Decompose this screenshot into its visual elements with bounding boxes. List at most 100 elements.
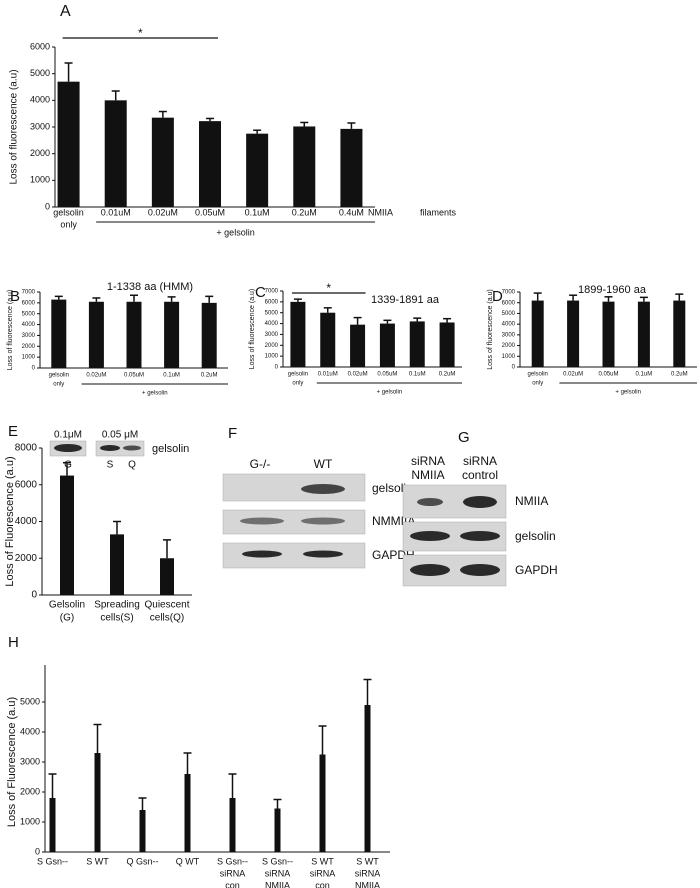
y-tick-label: 4000 xyxy=(30,95,50,105)
x-tick-label: Q WT xyxy=(176,856,200,866)
y-tick-label: 1000 xyxy=(20,816,40,826)
bar xyxy=(319,754,326,852)
bar xyxy=(49,798,56,852)
y-tick-label: 4000 xyxy=(15,516,38,527)
y-tick-label: 1000 xyxy=(502,354,516,360)
bar xyxy=(439,322,455,367)
y-tick-label: 3000 xyxy=(265,332,279,338)
x-tick-label: gelsolin xyxy=(53,207,84,217)
y-axis-label: Loss of fluorescence (a.u) xyxy=(249,289,256,370)
note: filaments xyxy=(420,207,457,217)
concentration: 0.1μM xyxy=(54,430,82,441)
note: NMIIA xyxy=(368,207,393,217)
bar xyxy=(246,133,269,207)
x-tick-label: Gelsolin xyxy=(49,600,85,611)
y-tick-label: 4000 xyxy=(22,322,36,328)
y-tick-label: 0 xyxy=(31,590,37,601)
panel-label: G xyxy=(458,429,470,446)
row-label: NMIIA xyxy=(515,494,548,508)
band xyxy=(417,498,443,506)
band xyxy=(460,531,500,541)
y-tick-label: 4000 xyxy=(502,322,516,328)
x-tick-label: S WT xyxy=(311,856,334,866)
bar xyxy=(164,301,180,368)
band xyxy=(123,445,141,451)
y-tick-label: 5000 xyxy=(22,311,36,317)
x-tick-label: 0.1uM xyxy=(409,372,426,378)
x-tick-label: 0.1uM xyxy=(636,372,653,378)
band xyxy=(240,517,284,525)
x-tick-label: only xyxy=(292,381,303,387)
y-tick-label: 6000 xyxy=(265,299,279,305)
x-tick-label: Quiescent xyxy=(144,600,189,611)
band xyxy=(410,564,450,576)
concentration: 0.05 μM xyxy=(102,430,138,441)
bar xyxy=(637,301,650,367)
y-tick-label: 0 xyxy=(512,365,516,371)
y-tick-label: 3000 xyxy=(20,756,40,766)
x-tick-label: S WT xyxy=(86,856,109,866)
group-label: + gelsolin xyxy=(216,227,254,237)
y-tick-label: 0 xyxy=(32,366,36,372)
blot-g: G siRNA NMIIA siRNA control NMIIA gelsol… xyxy=(402,429,558,587)
lane-label: NMIIA xyxy=(411,468,444,482)
bar xyxy=(229,798,236,852)
band xyxy=(303,550,343,558)
bar xyxy=(201,302,217,368)
y-tick-label: 8000 xyxy=(15,443,38,454)
y-tick-label: 6000 xyxy=(502,300,516,306)
protein-label: gelsolin xyxy=(152,443,189,455)
y-tick-label: 7000 xyxy=(22,290,36,296)
y-tick-label: 2000 xyxy=(22,344,36,350)
y-tick-label: 4000 xyxy=(265,321,279,327)
x-tick-label: (G) xyxy=(60,613,74,624)
group-label: + gelsolin xyxy=(142,391,168,397)
y-tick-label: 0 xyxy=(35,846,40,856)
x-tick-label: 0.2uM xyxy=(439,372,456,378)
band xyxy=(301,517,345,525)
bar xyxy=(290,301,306,367)
x-tick-label: 0.4uM xyxy=(339,207,364,217)
band xyxy=(100,445,120,451)
y-axis-label: Loss of Fluorescence (a.u) xyxy=(4,456,16,586)
y-tick-label: 0 xyxy=(275,365,279,371)
significance-marker: * xyxy=(138,26,143,40)
y-tick-label: 6000 xyxy=(22,300,36,306)
panel-label: B xyxy=(10,288,20,305)
bar xyxy=(673,300,686,367)
blot-f: F G-/- WT gelsolin NMMIIA GAPDH xyxy=(222,425,415,569)
x-tick-label: siRNA xyxy=(310,868,336,878)
bar xyxy=(184,774,191,852)
lane-label: control xyxy=(462,468,498,482)
x-tick-label: only xyxy=(53,382,64,388)
y-axis-label: Loss of Fluorescence (a.u) xyxy=(6,697,18,827)
x-tick-label: 0.01uM xyxy=(101,207,131,217)
y-tick-label: 1000 xyxy=(22,355,36,361)
chart-title: 1339-1891 aa xyxy=(371,294,440,306)
blot-e-inset: 0.1μM 0.05 μM G S Q gelsolin xyxy=(49,430,189,471)
x-tick-label: cells(Q) xyxy=(150,613,184,624)
x-tick-label: 0.1uM xyxy=(245,207,270,217)
panel-label: C xyxy=(255,284,266,301)
chart-title: 1899-1960 aa xyxy=(578,284,647,296)
panel-label: F xyxy=(228,425,237,442)
y-axis-label: Loss of fluorescence (a.u) xyxy=(7,290,14,371)
bar xyxy=(151,117,174,207)
x-tick-label: only xyxy=(532,381,543,387)
x-tick-label: S Gsn-- xyxy=(217,856,248,866)
x-tick-label: siRNA xyxy=(220,868,246,878)
x-tick-label: 0.02uM xyxy=(148,207,178,217)
x-tick-label: 0.02uM xyxy=(563,372,583,378)
x-tick-label: siRNA xyxy=(355,868,381,878)
x-tick-label: S Gsn-- xyxy=(262,856,293,866)
x-tick-label: 0.05uM xyxy=(195,207,225,217)
bar xyxy=(57,81,80,207)
y-tick-label: 2000 xyxy=(30,148,50,158)
y-tick-label: 6000 xyxy=(30,41,50,51)
x-tick-label: S Gsn-- xyxy=(37,856,68,866)
x-tick-label: NMIIA xyxy=(265,880,290,888)
x-tick-label: con xyxy=(225,880,240,888)
x-tick-label: gelsolin xyxy=(49,373,69,379)
significance-marker: * xyxy=(326,281,331,295)
chart-title: 1-1338 aa (HMM) xyxy=(107,281,193,293)
